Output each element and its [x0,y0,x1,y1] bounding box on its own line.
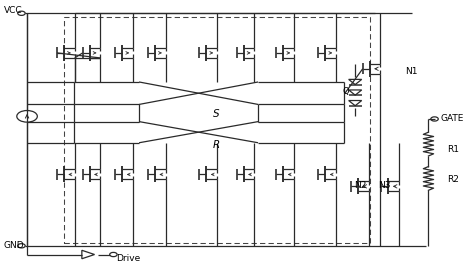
Text: N1: N1 [405,67,418,76]
Polygon shape [349,79,362,85]
Text: N2: N2 [354,180,366,190]
Text: N3: N3 [379,180,391,190]
Text: VCC: VCC [4,6,22,15]
Text: GND: GND [4,241,24,250]
Text: GATE: GATE [440,115,463,123]
Polygon shape [349,100,362,106]
Text: Q: Q [342,87,349,96]
Text: R: R [212,140,219,150]
Text: R1: R1 [447,145,459,154]
Bar [65,17,370,243]
Text: Drive: Drive [116,254,140,263]
Text: S: S [213,109,219,119]
Text: R2: R2 [447,175,459,184]
Polygon shape [349,90,362,95]
